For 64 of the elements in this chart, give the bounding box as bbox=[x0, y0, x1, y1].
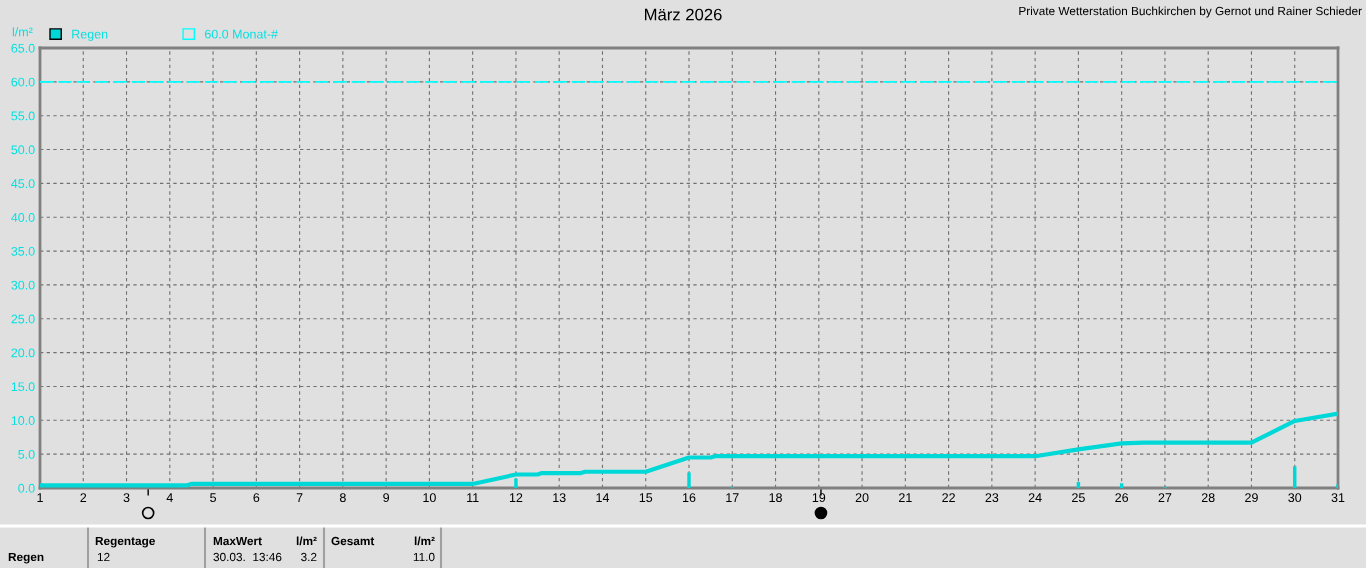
y-tick-label: 0.0 bbox=[18, 483, 35, 493]
y-tick-label: 60.0 bbox=[11, 77, 35, 87]
x-tick-label: 12 bbox=[509, 493, 523, 502]
x-tick-label: 27 bbox=[1158, 493, 1172, 502]
y-tick-label: 55.0 bbox=[11, 111, 35, 121]
y-tick-label: 40.0 bbox=[11, 213, 35, 222]
x-tick-label: 11 bbox=[467, 493, 479, 502]
bar bbox=[514, 478, 518, 488]
x-tick-label: 3 bbox=[123, 493, 130, 503]
text: 12 bbox=[97, 552, 110, 562]
x-tick-label: 19 bbox=[812, 493, 826, 503]
chart-subtitle: Private Wetterstation Buchkirchen by Gernot und Rainer Schieder bbox=[1019, 6, 1362, 18]
legend-label: Regen bbox=[72, 29, 108, 41]
x-tick-label: 24 bbox=[1028, 493, 1042, 502]
text: Gesamt bbox=[331, 536, 375, 546]
text: MaxWert bbox=[213, 536, 262, 546]
x-tick-label: 13 bbox=[553, 493, 566, 503]
y-tick-label: 25.0 bbox=[11, 314, 35, 324]
text: l/m² bbox=[414, 536, 435, 546]
x-tick-label: 25 bbox=[1072, 493, 1085, 503]
x-tick-label: 28 bbox=[1201, 493, 1215, 503]
y-tick-label: 20.0 bbox=[11, 348, 35, 358]
y-axis-title: l/m² bbox=[12, 27, 33, 37]
y-tick-label: 35.0 bbox=[11, 246, 35, 256]
x-tick-label: 30 bbox=[1288, 493, 1302, 503]
x-tick-label: 6 bbox=[253, 493, 260, 503]
x-tick-label: 8 bbox=[339, 493, 346, 503]
y-tick-label: 5.0 bbox=[18, 449, 35, 459]
bar bbox=[687, 472, 691, 488]
y-tick-label: 30.0 bbox=[11, 280, 35, 290]
chart-title: März 2026 bbox=[645, 8, 722, 21]
text: 11.0 bbox=[413, 552, 435, 562]
y-tick-label: 45.0 bbox=[11, 179, 35, 189]
x-tick-label: 9 bbox=[383, 493, 390, 503]
text: l/m² bbox=[296, 536, 317, 546]
x-tick-label: 10 bbox=[423, 493, 436, 503]
x-tick-label: 15 bbox=[639, 493, 653, 503]
x-tick-label: 17 bbox=[726, 493, 739, 502]
x-tick-label: 20 bbox=[855, 493, 869, 503]
text: Regen bbox=[8, 552, 44, 564]
y-tick-label: 15.0 bbox=[11, 382, 35, 392]
x-tick-label: 1 bbox=[37, 493, 43, 502]
text: 30.03. 13:46 bbox=[213, 552, 282, 562]
text: 3.2 bbox=[301, 552, 317, 562]
y-tick-label: 65.0 bbox=[11, 43, 35, 53]
x-tick-label: 5 bbox=[210, 493, 217, 503]
x-tick-label: 31 bbox=[1331, 493, 1345, 503]
x-tick-label: 29 bbox=[1245, 493, 1258, 503]
x-tick-label: 2 bbox=[80, 493, 87, 502]
text: Regentage bbox=[95, 536, 155, 548]
x-tick-label: 4 bbox=[166, 493, 173, 502]
x-tick-label: 7 bbox=[296, 493, 303, 502]
x-tick-label: 22 bbox=[942, 493, 955, 502]
x-tick-label: 16 bbox=[683, 493, 696, 503]
legend-label: 60.0 Monat-# bbox=[204, 29, 278, 39]
y-tick-label: 10.0 bbox=[11, 416, 35, 425]
x-tick-label: 21 bbox=[899, 493, 912, 502]
bar bbox=[1119, 483, 1124, 488]
y-tick-label: 50.0 bbox=[11, 145, 35, 155]
x-tick-label: 14 bbox=[596, 493, 610, 502]
x-tick-label: 23 bbox=[985, 493, 999, 503]
x-tick-label: 26 bbox=[1115, 493, 1129, 503]
bar bbox=[1336, 483, 1338, 488]
x-tick-label: 18 bbox=[769, 493, 782, 503]
